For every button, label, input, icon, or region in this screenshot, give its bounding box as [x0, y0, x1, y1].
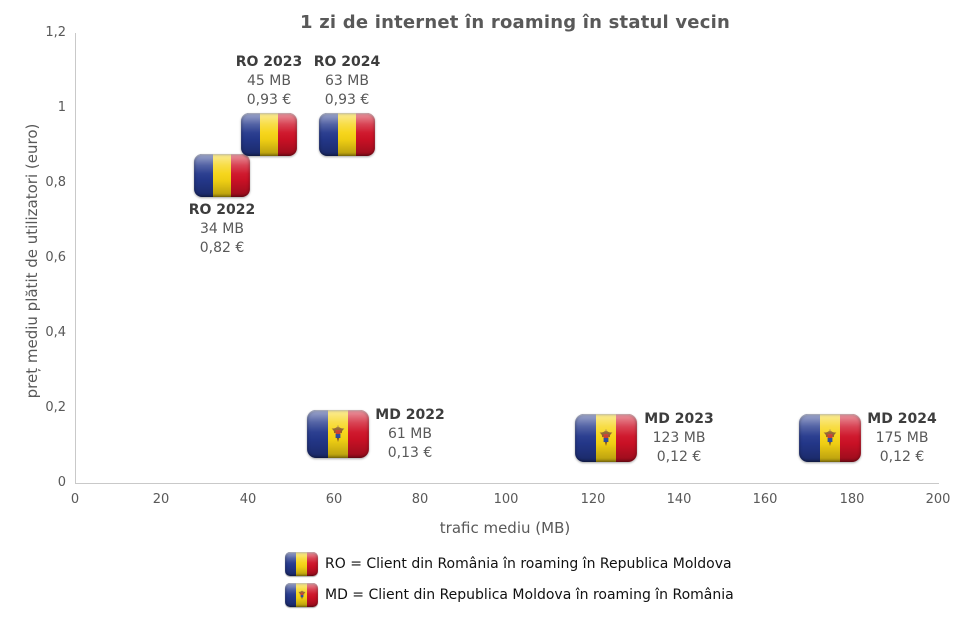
point-label-md-2023: MD 2023 123 MB 0,12 € [641, 410, 717, 467]
legend-label-ro: RO = Client din România în roaming în Re… [325, 556, 732, 572]
point-name: MD 2024 [867, 411, 937, 427]
point-name: RO 2022 [188, 202, 256, 218]
x-tick-label: 180 [839, 492, 865, 507]
flag-gloss [319, 113, 375, 156]
point-label-ro-2024: RO 2024 63 MB 0,93 € [287, 53, 407, 110]
romania-flag-marker-ro-2024 [319, 113, 375, 156]
y-tick-label: 0,2 [45, 400, 66, 415]
flag-gloss [194, 154, 250, 197]
point-label-ro-2023: RO 2023 45 MB 0,93 € [209, 53, 329, 110]
x-tick-label: 0 [70, 492, 80, 507]
point-name: RO 2024 [313, 54, 381, 70]
x-tick-label: 160 [752, 492, 778, 507]
y-axis-title: preț mediu plătit de utilizatori (euro) [23, 123, 41, 399]
point-traffic: 45 MB [247, 73, 291, 89]
romania-flag-marker-ro-2022 [194, 154, 250, 197]
moldova-flag-marker-md-2023 [575, 414, 637, 462]
legend-romania-flag-icon [285, 552, 318, 576]
point-traffic: 34 MB [200, 221, 244, 237]
point-price: 0,12 € [656, 449, 702, 465]
point-traffic: 63 MB [325, 73, 369, 89]
point-label-ro-2022: RO 2022 34 MB 0,82 € [162, 201, 282, 258]
point-label-md-2024: MD 2024 175 MB 0,12 € [864, 410, 940, 467]
y-tick-label: 1,2 [45, 25, 66, 40]
point-price: 0,82 € [199, 240, 245, 256]
flag-gloss [307, 410, 369, 458]
moldova-flag-marker-md-2022 [307, 410, 369, 458]
point-traffic: 61 MB [388, 426, 432, 442]
x-axis-title: trafic mediu (MB) [439, 519, 571, 537]
flag-gloss [575, 414, 637, 462]
legend-label-md: MD = Client din Republica Moldova în roa… [325, 587, 734, 603]
point-price: 0,93 € [246, 92, 292, 108]
point-traffic: 123 MB [652, 430, 706, 446]
x-tick-label: 20 [152, 492, 170, 507]
x-tick-label: 140 [666, 492, 692, 507]
romania-flag-marker-ro-2023 [241, 113, 297, 156]
y-axis-line [75, 33, 76, 483]
x-tick-label: 200 [925, 492, 951, 507]
y-tick-label: 0,8 [45, 175, 66, 190]
flag-gloss [241, 113, 297, 156]
point-price: 0,13 € [387, 445, 433, 461]
flag-gloss [285, 583, 318, 607]
y-tick-label: 1 [57, 100, 66, 115]
y-tick-label: 0 [57, 475, 66, 490]
point-name: MD 2023 [644, 411, 714, 427]
point-label-md-2022: MD 2022 61 MB 0,13 € [372, 406, 448, 463]
chart-title: 1 zi de internet în roaming în statul ve… [300, 12, 730, 33]
flag-gloss [799, 414, 861, 462]
point-price: 0,12 € [879, 449, 925, 465]
y-tick-label: 0,6 [45, 250, 66, 265]
x-tick-label: 120 [580, 492, 606, 507]
flag-gloss [285, 552, 318, 576]
legend-moldova-flag-icon [285, 583, 318, 607]
x-tick-label: 100 [493, 492, 519, 507]
y-tick-label: 0,4 [45, 325, 66, 340]
point-traffic: 175 MB [875, 430, 929, 446]
x-tick-label: 40 [239, 492, 257, 507]
x-tick-label: 60 [325, 492, 343, 507]
x-tick-label: 80 [411, 492, 429, 507]
moldova-flag-marker-md-2024 [799, 414, 861, 462]
point-name: RO 2023 [235, 54, 303, 70]
point-name: MD 2022 [375, 407, 445, 423]
point-price: 0,93 € [324, 92, 370, 108]
x-axis-line [75, 483, 939, 484]
